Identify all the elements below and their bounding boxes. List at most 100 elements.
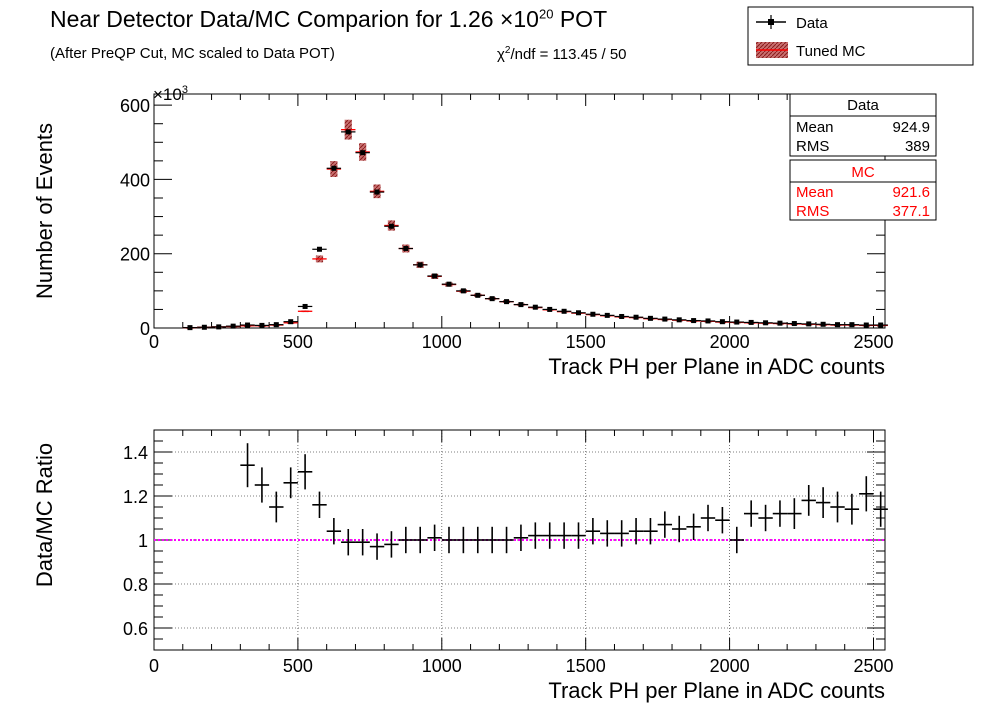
data-point bbox=[734, 319, 740, 325]
bottom-y-tick-label: 0.8 bbox=[123, 575, 148, 595]
data-point bbox=[360, 150, 366, 156]
top-x-tick-label: 500 bbox=[283, 332, 313, 352]
bottom-x-tick-label: 2000 bbox=[710, 656, 750, 676]
data-point bbox=[547, 306, 553, 312]
data-point bbox=[388, 223, 394, 229]
data-point bbox=[230, 323, 236, 329]
bottom-x-tick-label: 2500 bbox=[853, 656, 893, 676]
chi2-exponent: 2 bbox=[504, 45, 511, 56]
data-point bbox=[331, 165, 337, 171]
top-y-tick-label: 400 bbox=[120, 170, 150, 190]
data-point bbox=[446, 281, 452, 287]
bottom-x-tick-label: 500 bbox=[283, 656, 313, 676]
top-y-tick-label: 0 bbox=[140, 319, 150, 339]
bottom-y-tick-label: 1 bbox=[138, 531, 148, 551]
data-point bbox=[475, 292, 481, 298]
stats-mc-mean-label: Mean bbox=[796, 184, 834, 201]
data-point bbox=[259, 322, 265, 328]
data-point bbox=[633, 314, 639, 320]
data-point bbox=[561, 308, 567, 314]
data-point bbox=[791, 321, 797, 327]
bottom-x-tick-label: 1500 bbox=[566, 656, 606, 676]
data-point bbox=[432, 273, 438, 279]
data-point bbox=[662, 316, 668, 322]
data-point bbox=[705, 318, 711, 324]
data-point bbox=[806, 321, 812, 327]
bottom-y-tick-label: 1.4 bbox=[123, 443, 148, 463]
legend-data-marker bbox=[768, 19, 774, 25]
data-point bbox=[187, 325, 193, 331]
data-point bbox=[245, 322, 251, 328]
data-point bbox=[777, 320, 783, 326]
data-point bbox=[489, 296, 495, 302]
top-y-tick-label: 600 bbox=[120, 96, 150, 116]
bottom-y-axis-label: Data/MC Ratio bbox=[32, 443, 57, 587]
stats-mc-title: MC bbox=[851, 164, 874, 181]
data-point bbox=[820, 321, 826, 327]
data-point bbox=[878, 322, 884, 328]
data-point bbox=[504, 299, 510, 305]
bottom-y-tick-label: 0.6 bbox=[123, 619, 148, 639]
data-point bbox=[719, 319, 725, 325]
data-point bbox=[835, 322, 841, 328]
bottom-panel: 0 500 1000 1500 2000 2500 0.6 0.8 1 1.2 1.4 Track … bbox=[32, 429, 894, 703]
stats-box-data: Data Mean 924.9 RMS 389 bbox=[789, 93, 937, 157]
title-text: Near Detector Data/MC Comparion for 1.26… bbox=[50, 6, 539, 32]
data-point bbox=[532, 304, 538, 310]
stats-data-mean: 924.9 bbox=[892, 119, 930, 136]
legend-data-label: Data bbox=[796, 15, 828, 32]
data-point bbox=[518, 302, 524, 308]
chart-title: Near Detector Data/MC Comparion for 1.26… bbox=[50, 6, 607, 33]
stats-data-mean-label: Mean bbox=[796, 119, 834, 136]
data-point bbox=[691, 318, 697, 324]
top-plot-frame bbox=[153, 93, 886, 329]
data-point bbox=[273, 322, 279, 328]
data-point bbox=[374, 189, 380, 195]
data-point bbox=[763, 320, 769, 326]
data-point bbox=[748, 319, 754, 325]
top-y-axis-label: Number of Events bbox=[32, 123, 57, 299]
data-point bbox=[460, 288, 466, 294]
data-point bbox=[849, 322, 855, 328]
data-point bbox=[288, 319, 294, 325]
data-point bbox=[575, 310, 581, 316]
stats-mc-rms: 377.1 bbox=[892, 203, 930, 220]
stats-mc-mean: 921.6 bbox=[892, 184, 930, 201]
stats-data-rms: 389 bbox=[905, 138, 930, 155]
stats-data-title: Data bbox=[847, 97, 879, 114]
stats-data-rms-label: RMS bbox=[796, 138, 829, 155]
top-x-tick-label: 1000 bbox=[422, 332, 462, 352]
top-x-axis-label: Track PH per Plane in ADC counts bbox=[548, 354, 885, 379]
bottom-y-tick-label: 1.2 bbox=[123, 487, 148, 507]
data-point bbox=[216, 324, 222, 330]
data-point bbox=[403, 246, 409, 252]
data-point bbox=[647, 315, 653, 321]
y-multiplier: ×103 bbox=[153, 84, 188, 104]
data-point bbox=[201, 324, 207, 330]
data-point bbox=[345, 129, 351, 135]
chi2-label: χ2/ndf = 113.45 / 50 bbox=[497, 45, 627, 63]
legend: Data Tuned MC bbox=[747, 6, 974, 66]
data-point bbox=[863, 322, 869, 328]
top-y-tick-label: 200 bbox=[120, 245, 150, 265]
stats-mc-rms-label: RMS bbox=[796, 203, 829, 220]
title-suffix: POT bbox=[553, 6, 608, 32]
stats-box-mc: MC Mean 921.6 RMS 377.1 bbox=[789, 159, 937, 221]
chart-subtitle: (After PreQP Cut, MC scaled to Data POT) bbox=[50, 45, 335, 62]
data-point bbox=[316, 246, 322, 252]
data-point bbox=[604, 312, 610, 318]
top-panel: 0 500 1000 1500 2000 2500 0 200 400 600 ×103 Trac… bbox=[32, 84, 894, 379]
chi2-value: /ndf = 113.45 / 50 bbox=[510, 46, 627, 63]
data-point bbox=[619, 313, 625, 319]
legend-mc-label: Tuned MC bbox=[796, 43, 866, 60]
data-point bbox=[417, 262, 423, 268]
bottom-x-tick-label: 1000 bbox=[422, 656, 462, 676]
data-point bbox=[590, 311, 596, 317]
chi2-symbol: χ bbox=[497, 46, 505, 63]
data-point bbox=[676, 317, 682, 323]
top-x-tick-label: 0 bbox=[149, 332, 159, 352]
bottom-x-tick-label: 0 bbox=[149, 656, 159, 676]
data-point bbox=[302, 303, 308, 309]
top-x-tick-label: 2000 bbox=[710, 332, 750, 352]
